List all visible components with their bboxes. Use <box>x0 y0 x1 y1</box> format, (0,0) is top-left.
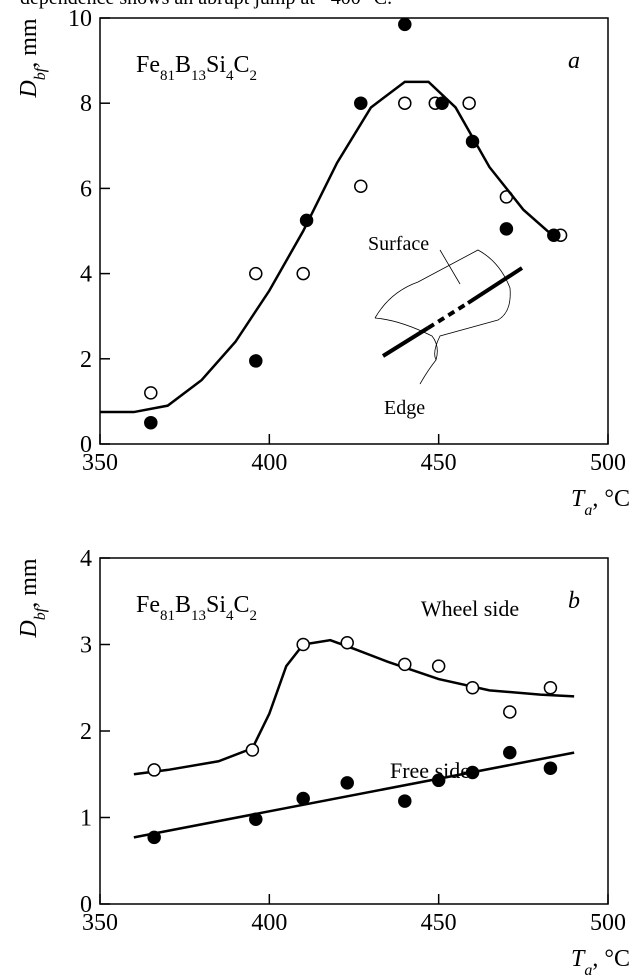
data-point <box>543 681 558 695</box>
label-rest: , mm <box>16 558 42 608</box>
fit-curve <box>133 638 575 776</box>
formula: Fe81B13Si4C2 <box>136 592 257 624</box>
y-tick-label: 2 <box>80 347 92 373</box>
data-point <box>249 354 263 368</box>
inset-dash <box>426 301 470 330</box>
label-subscript: a <box>584 962 592 976</box>
y-tick-label: 2 <box>80 719 92 745</box>
data-point <box>340 636 354 650</box>
data-point <box>296 266 310 281</box>
leader <box>439 249 461 285</box>
label-symbol: D <box>16 620 42 638</box>
data-point <box>398 17 412 32</box>
panel-label: b <box>568 588 580 614</box>
data-point <box>465 765 480 780</box>
data-point <box>465 681 480 695</box>
data-point <box>147 830 161 845</box>
label-rest: , mm <box>16 18 42 68</box>
x-tick-label: 450 <box>421 450 457 476</box>
axis-label: Dbf, mm <box>16 558 49 638</box>
inset-diagram <box>374 249 524 385</box>
y-tick-label: 0 <box>80 432 92 458</box>
y-tick-label: 6 <box>80 176 92 202</box>
x-tick-label: 350 <box>82 450 118 476</box>
label-subscript: bf <box>32 605 49 620</box>
data-point <box>296 637 310 652</box>
x-tick-label: 400 <box>251 450 287 476</box>
data-point <box>431 773 446 788</box>
axis-label: Ta, °C <box>571 486 630 519</box>
data-point <box>398 657 412 672</box>
label-symbol: T <box>571 946 586 972</box>
data-point <box>398 794 412 808</box>
label-symbol: D <box>16 80 42 98</box>
plot-frame <box>99 17 609 445</box>
data-point <box>503 745 517 760</box>
label-symbol: T <box>571 486 586 512</box>
y-tick-label: 3 <box>80 633 92 659</box>
label-rest: , °C <box>592 946 630 972</box>
y-tick-label: 1 <box>80 806 92 832</box>
inset-label: Edge <box>384 397 425 419</box>
data-point <box>462 96 476 110</box>
label-subscript: bf <box>32 65 49 80</box>
series-label: Free side <box>390 758 470 783</box>
y-tick-label: 0 <box>80 892 92 918</box>
inset-shape <box>374 249 511 361</box>
cut-text: dependence shows an abrupt jump at ~400 … <box>20 0 392 9</box>
data-point <box>398 96 412 110</box>
x-tick-label: 400 <box>251 910 287 936</box>
y-tick-label: 4 <box>80 262 92 288</box>
panel-label: a <box>568 48 580 74</box>
data-point <box>296 791 310 806</box>
fit-curve <box>100 80 559 414</box>
y-tick-label: 8 <box>80 91 92 117</box>
x-tick-label: 500 <box>590 910 626 936</box>
data-point <box>249 812 263 826</box>
data-point <box>245 743 260 757</box>
data-point <box>354 179 368 194</box>
data-point <box>249 266 263 281</box>
label-subscript: a <box>584 502 592 519</box>
y-tick-label: 10 <box>68 6 92 32</box>
fit-curve <box>133 751 575 839</box>
data-point <box>435 96 449 110</box>
data-point <box>499 222 514 236</box>
label-rest: , °C <box>592 486 630 512</box>
x-tick-label: 350 <box>82 910 118 936</box>
y-tick-label: 4 <box>80 546 92 572</box>
data-point <box>431 659 446 673</box>
data-point <box>147 763 161 777</box>
formula: Fe81B13Si4C2 <box>136 52 257 84</box>
data-point <box>340 776 354 790</box>
inset-label: Surface <box>368 233 429 255</box>
inset-line <box>466 266 524 305</box>
inset-edge <box>374 317 438 385</box>
inset-line <box>381 326 430 358</box>
x-tick-label: 450 <box>421 910 457 936</box>
x-tick-label: 500 <box>590 450 626 476</box>
data-point <box>354 96 368 110</box>
data-point <box>144 415 158 430</box>
data-point <box>543 761 558 775</box>
data-point <box>503 705 517 719</box>
axis-label: Dbf, mm <box>16 18 49 98</box>
data-point <box>144 386 158 400</box>
axis-label: Ta, °C <box>571 946 630 976</box>
series-label: Wheel side <box>421 596 519 621</box>
